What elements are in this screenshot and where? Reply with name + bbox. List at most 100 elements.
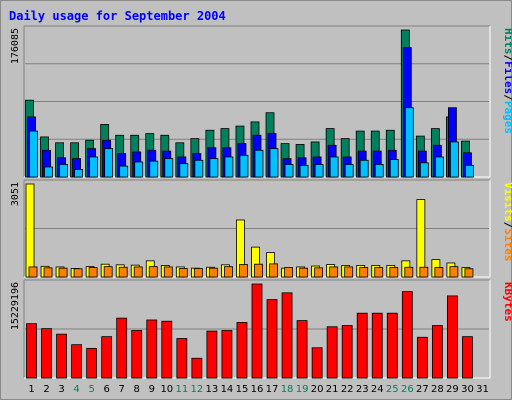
x-day-label: 28 (431, 384, 444, 395)
bar-kbytes (386, 312, 398, 379)
bar-sites (133, 266, 143, 278)
bar-pages (450, 141, 459, 178)
legend-entry: Files (502, 61, 512, 94)
bars (25, 29, 474, 379)
x-day-label: 13 (206, 384, 219, 395)
bar-sites (389, 267, 399, 278)
bar-sites (224, 266, 233, 278)
x-day-label: 24 (371, 384, 384, 395)
bar-kbytes (161, 320, 173, 379)
x-day-label: 18 (281, 384, 294, 395)
bar-kbytes (191, 357, 203, 379)
bar-kbytes (431, 325, 443, 379)
bar-kbytes (86, 347, 98, 379)
bar-pages (164, 158, 174, 178)
legend-entry: Pages (502, 101, 512, 134)
bar-kbytes (101, 336, 113, 379)
bar-pages (149, 160, 159, 178)
bar-pages (29, 130, 38, 178)
bar-pages (119, 165, 129, 178)
bar-kbytes (416, 336, 428, 379)
bar-pages (419, 162, 429, 178)
bar-pages (74, 169, 83, 178)
x-day-label: 22 (341, 384, 354, 395)
bar-sites (103, 266, 113, 278)
bar-sites (374, 267, 384, 278)
y-max-label: 3051 (10, 182, 21, 206)
bar-kbytes (131, 330, 143, 379)
legend-entry: Hits (502, 28, 512, 55)
bar-sites (58, 267, 68, 278)
bar-pages (434, 156, 444, 178)
bar-sites (449, 266, 459, 278)
y-max-label: 176085 (10, 28, 21, 64)
x-day-label: 16 (251, 384, 264, 395)
bar-kbytes (326, 326, 338, 379)
bar-sites (239, 264, 248, 278)
bar-sites (299, 267, 308, 278)
x-day-label: 8 (134, 384, 140, 395)
bar-sites (284, 267, 293, 278)
y-max-label: 15229196 (10, 282, 21, 330)
x-day-label: 17 (266, 384, 279, 395)
bar-pages (254, 149, 264, 178)
x-day-label: 10 (160, 384, 173, 395)
bar-sites (344, 266, 354, 278)
bar-kbytes (251, 283, 263, 379)
bar-kbytes (26, 323, 37, 379)
bar-kbytes (401, 291, 413, 379)
bar-pages (374, 164, 384, 178)
bar-pages (269, 148, 279, 178)
bar-pages (194, 159, 204, 178)
bar-sites (464, 268, 474, 278)
x-day-label: 14 (221, 384, 234, 395)
bar-pages (389, 159, 399, 178)
bar-kbytes (311, 347, 323, 379)
bar-kbytes (236, 322, 248, 379)
x-day-label: 19 (296, 384, 309, 395)
x-day-label: 11 (175, 384, 188, 395)
bar-kbytes (71, 344, 82, 379)
bar-pages (404, 107, 414, 178)
bar-kbytes (341, 325, 353, 379)
legend-entry: KBytes (502, 282, 512, 322)
bar-sites (73, 268, 83, 278)
bar-sites (163, 266, 173, 278)
bar-visits (416, 199, 426, 278)
legend-entry: / (502, 94, 512, 101)
bar-kbytes (146, 319, 158, 379)
bar-kbytes (56, 333, 67, 379)
x-day-labels: 1 2 3 4 5 6 7 8 9 10 11 12 13 14 15 16 17 18 19 20 21 22 23 24 2… (28, 384, 489, 395)
x-day-label: 1 (28, 384, 34, 395)
bar-sites (359, 267, 369, 278)
x-day-label: 3 (58, 384, 64, 395)
bar-kbytes (371, 312, 383, 379)
bar-kbytes (356, 312, 368, 379)
bar-kbytes (41, 328, 52, 379)
bar-sites (329, 266, 339, 278)
x-day-label: 2 (43, 384, 49, 395)
bar-kbytes (206, 330, 218, 379)
bar-sites (88, 267, 98, 278)
legend-2: KBytes (502, 282, 512, 322)
bar-kbytes (281, 292, 293, 379)
x-day-label: 25 (386, 384, 399, 395)
bar-kbytes (296, 320, 308, 379)
bar-pages (104, 148, 114, 178)
x-day-label: 26 (401, 384, 414, 395)
legend-entry: / (502, 222, 512, 229)
bar-pages (329, 156, 339, 178)
bar-sites (314, 267, 324, 278)
bar-kbytes (462, 336, 473, 379)
bar-pages (134, 161, 144, 178)
bar-pages (224, 156, 234, 178)
bar-pages (299, 164, 309, 178)
bar-pages (179, 163, 189, 178)
bar-sites (178, 268, 188, 278)
bar-pages (89, 156, 99, 178)
bar-sites (43, 267, 53, 278)
bar-sites (269, 263, 278, 278)
bar-pages (344, 164, 354, 178)
bar-sites (254, 263, 263, 278)
